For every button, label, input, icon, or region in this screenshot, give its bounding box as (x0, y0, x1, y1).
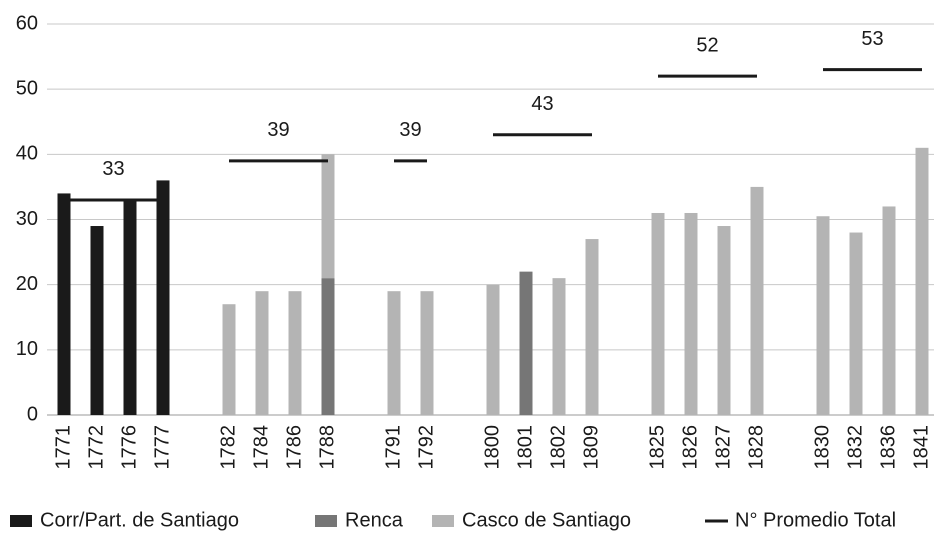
x-tick-label: 1771 (52, 425, 74, 470)
x-tick-label: 1825 (646, 425, 668, 470)
average-label: 39 (399, 119, 421, 141)
x-tick-label: 1800 (481, 425, 503, 470)
bar (651, 212, 665, 415)
y-tick-label: 30 (16, 208, 38, 230)
x-tick-label: 1841 (910, 425, 932, 470)
x-tick-label: 1830 (811, 425, 833, 470)
bar (288, 291, 302, 415)
x-tick-label: 1802 (547, 425, 569, 470)
x-tick-label: 1786 (283, 425, 305, 470)
bar (585, 239, 599, 415)
x-tick-label: 1801 (514, 425, 536, 470)
bar (552, 278, 566, 415)
x-tick-label: 1827 (712, 425, 734, 470)
bar (717, 226, 731, 415)
legend-swatch (315, 515, 337, 527)
legend-label: Corr/Part. de Santiago (40, 509, 239, 531)
bar (816, 216, 830, 415)
bar (915, 147, 929, 416)
x-tick-label: 1826 (679, 425, 701, 470)
bar (321, 278, 335, 415)
bar (387, 291, 401, 415)
average-label: 52 (696, 34, 718, 56)
x-tick-label: 1809 (580, 425, 602, 470)
x-tick-label: 1792 (415, 425, 437, 470)
bar (321, 154, 335, 279)
legend-swatch (10, 515, 32, 527)
bar (57, 193, 71, 415)
y-tick-label: 50 (16, 77, 38, 99)
x-tick-label: 1836 (877, 425, 899, 470)
legend-swatch (432, 515, 454, 527)
bar (750, 186, 764, 415)
x-tick-label: 1832 (844, 425, 866, 470)
bar (486, 284, 500, 415)
bar (222, 304, 236, 415)
y-tick-label: 60 (16, 12, 38, 34)
bar (90, 226, 104, 415)
bar (849, 232, 863, 415)
x-tick-label: 1777 (151, 425, 173, 470)
legend-label: N° Promedio Total (735, 509, 896, 531)
legend-label: Casco de Santiago (462, 509, 631, 531)
average-label: 53 (861, 28, 883, 50)
y-tick-label: 10 (16, 338, 38, 360)
x-tick-label: 1788 (316, 425, 338, 470)
y-tick-label: 40 (16, 143, 38, 165)
bar (420, 291, 434, 415)
x-tick-label: 1828 (745, 425, 767, 470)
bar (123, 199, 137, 415)
average-label: 39 (267, 119, 289, 141)
bar (882, 206, 896, 415)
y-tick-label: 20 (16, 273, 38, 295)
x-tick-label: 1784 (250, 425, 272, 470)
x-tick-label: 1791 (382, 425, 404, 470)
average-label: 33 (102, 158, 124, 180)
y-tick-label: 0 (27, 403, 38, 425)
bar (684, 212, 698, 415)
legend-label: Renca (345, 509, 404, 531)
x-tick-label: 1782 (217, 425, 239, 470)
bar (156, 180, 170, 415)
x-tick-label: 1772 (85, 425, 107, 470)
average-label: 43 (531, 93, 553, 115)
x-tick-label: 1776 (118, 425, 140, 470)
bar (519, 271, 533, 415)
bar (255, 291, 269, 415)
